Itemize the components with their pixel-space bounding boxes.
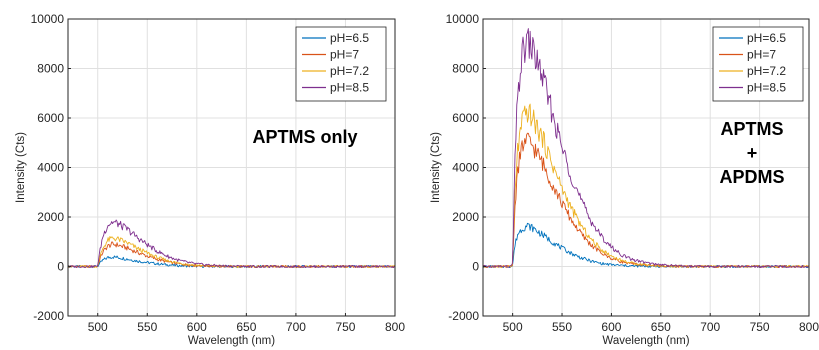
legend-label: pH=6.5 (330, 31, 369, 45)
annotation-text: APTMS only (252, 127, 357, 147)
series-group (483, 28, 809, 269)
x-tick-label: 500 (88, 320, 108, 334)
y-tick-label: 0 (57, 260, 64, 274)
y-tick-label: -2000 (448, 309, 479, 323)
legend-box (295, 26, 387, 102)
x-tick-label: 700 (700, 320, 720, 334)
series-group (68, 219, 395, 269)
y-tick-label: 10000 (446, 12, 480, 26)
y-tick-label: 4000 (452, 161, 479, 175)
y-tick-label: 8000 (452, 62, 479, 76)
legend-label: pH=8.5 (330, 81, 369, 95)
x-tick-label: 650 (651, 320, 671, 334)
legend-label: pH=7.2 (747, 64, 786, 78)
y-tick-label: 0 (472, 260, 479, 274)
x-tick-label: 750 (335, 320, 355, 334)
y-tick-label: 10000 (31, 12, 65, 26)
y-tick-label: 2000 (37, 210, 64, 224)
x-tick-label: 550 (552, 320, 572, 334)
x-tick-label: 650 (236, 320, 256, 334)
series-line-ph-8-5 (68, 219, 395, 269)
x-axis-label: Wavelength (nm) (602, 335, 689, 347)
x-tick-label: 500 (503, 320, 523, 334)
legend: pH=6.5 pH=7 pH=7.2 pH=8.5 (295, 26, 387, 102)
chart-panel-2: 500 550 600 650 700 750 800 -2000 0 2000 4000 6000 8… (430, 12, 819, 347)
annotation-text: APTMS (721, 119, 784, 139)
y-tick-label: -2000 (33, 309, 64, 323)
y-axis-label: Intensity (Cts) (430, 132, 442, 203)
x-tick-label: 750 (750, 320, 770, 334)
x-tick-label: 550 (137, 320, 157, 334)
x-tick-label: 800 (385, 320, 405, 334)
legend-label: pH=8.5 (747, 81, 786, 95)
legend-label: pH=7.2 (330, 64, 369, 78)
y-tick-label: 2000 (452, 210, 479, 224)
x-tick-label: 600 (187, 320, 207, 334)
x-tick-label: 800 (799, 320, 819, 334)
legend: pH=6.5 pH=7 pH=7.2 pH=8.5 (712, 26, 804, 102)
x-axis-label: Wavelength (nm) (188, 335, 275, 347)
y-tick-label: 6000 (452, 111, 479, 125)
legend-label: pH=7 (330, 48, 359, 62)
legend-label: pH=7 (747, 48, 776, 62)
y-tick-label: 4000 (37, 161, 64, 175)
chart-panel-1: 500 550 600 650 700 750 800 -2000 0 2000 4000 6000 8… (15, 12, 405, 347)
series-line-ph-7-2 (68, 236, 395, 269)
annotation-text: + (747, 143, 758, 163)
y-tick-label: 6000 (37, 111, 64, 125)
annotation-text: APDMS (719, 167, 784, 187)
legend-box (712, 26, 804, 102)
x-tick-label: 600 (601, 320, 621, 334)
x-tick-label: 700 (286, 320, 306, 334)
y-axis-label: Intensity (Cts) (15, 132, 27, 203)
legend-label: pH=6.5 (747, 31, 786, 45)
y-tick-label: 8000 (37, 62, 64, 76)
series-line-ph-8-5 (483, 28, 809, 268)
